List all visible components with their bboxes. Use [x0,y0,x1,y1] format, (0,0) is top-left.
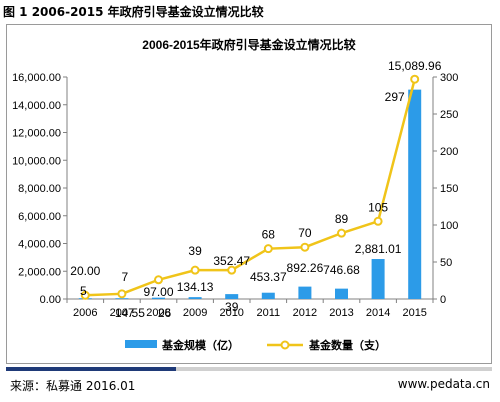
bar [152,297,165,299]
legend: 基金规模（亿） 基金数量（支） [125,338,386,352]
y-right-tick-label: 100 [440,220,458,232]
x-tick-label: 2014 [366,307,390,319]
count-line [85,78,416,297]
chart-title: 2006-2015年政府引导基金设立情况比较 [142,37,355,52]
x-tick-label: 2009 [183,307,207,319]
figure-title: 图 1 2006-2015 年政府引导基金设立情况比较 [3,5,264,19]
x-tick-label: 2006 [73,307,97,319]
bar-value-label: 20.00 [70,264,100,278]
line-value-label: 70 [298,226,312,240]
legend-label-line: 基金数量（支） [308,338,386,352]
bar [115,298,129,299]
y-right-tick-label: 50 [440,257,452,269]
line-point [154,275,163,285]
footer-website: www.pedata.cn [397,377,490,391]
line-value-label: 5 [80,284,87,298]
bar [298,286,312,299]
bar-value-label: 746.68 [323,263,360,277]
line-value-label: 39 [188,244,202,258]
bar-value-label: 352.47 [213,254,250,268]
bar-value-label: 97.00 [143,285,173,299]
y-left-tick-label: 6,000.00 [18,211,61,223]
line-point [300,242,310,252]
line-value-label: 297 [385,90,405,104]
line-point [117,289,127,299]
y-right-tick-label: 200 [440,146,458,158]
x-tick-label: 2011 [256,307,280,319]
bar-value-label: 15,089.96 [388,59,442,73]
x-tick-label: 2007 [110,307,134,319]
y-right-tick-label: 300 [440,72,458,84]
axes: 0.00 2,000.00 4,000.00 6,000.00 8,000.00 10,0… [12,72,458,319]
line-point [190,265,200,275]
footer-divider [6,367,492,371]
line-value-label: 7 [122,270,129,284]
bar-value-label: 453.37 [250,270,287,284]
combo-chart: 2006-2015年政府引导基金设立情况比较 0.00 2,000.00 4,000… [12,37,458,352]
x-tick-label: 2015 [402,307,426,319]
y-left-tick-label: 0.00 [40,294,61,306]
line-value-label: 26 [158,306,172,320]
line-point [373,216,383,226]
footer-source: 来源：私募通 2016.01 [10,379,136,393]
line-point [80,290,90,300]
line-point [337,228,346,238]
y-left-tick-label: 14,000.00 [12,100,61,112]
bar [335,288,348,299]
y-left-tick-label: 12,000.00 [12,128,61,140]
bar [371,259,385,299]
line-value-label: 68 [262,228,276,242]
bar [408,89,422,300]
line-point [263,244,273,254]
footer-divider-accent [6,367,176,371]
bar-value-label: 892.26 [287,261,324,275]
legend-marker-line [280,340,290,350]
y-right-tick-label: 0 [440,294,446,306]
y-right-tick-label: 250 [440,109,458,121]
bar-value-label: 2,881.01 [355,242,402,256]
bar [261,292,275,299]
y-left-tick-label: 4,000.00 [18,239,61,251]
bar [188,297,202,299]
bar-series [78,89,422,300]
line-value-label: 39 [225,300,239,314]
chart-frame: 2006-2015年政府引导基金设立情况比较 0.00 2,000.00 4,000… [6,24,492,364]
legend-label-bar: 基金规模（亿） [161,338,239,352]
line-point [410,74,420,84]
x-tick-label: 2012 [293,307,317,319]
x-tick-label: 2013 [329,307,353,319]
x-tick-label: 2008 [146,307,170,319]
y-left-tick-label: 2,000.00 [18,266,61,278]
y-left-tick-label: 10,000.00 [12,155,61,167]
line-value-label: 105 [368,200,388,214]
y-right-tick-label: 150 [440,183,458,195]
y-left-tick-label: 16,000.00 [12,72,61,84]
bar [225,294,239,299]
bar-value-label: 134.13 [177,280,214,294]
line-point [227,265,237,275]
line-value-label: 89 [335,212,349,226]
line-series [80,74,420,300]
bar-value-label: 14.55 [115,306,145,320]
x-tick-label: 2010 [219,307,243,319]
y-left-tick-label: 8,000.00 [18,183,61,195]
legend-swatch-bar [125,340,157,348]
